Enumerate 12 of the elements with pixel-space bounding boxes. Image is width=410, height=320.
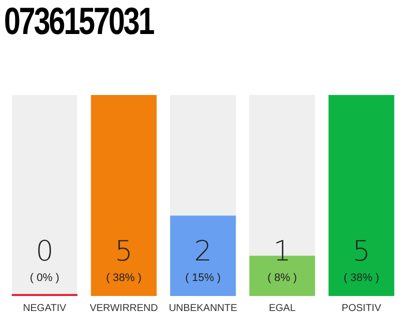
data-label: 0 ( 0% ) — [30, 234, 60, 284]
x-tick-label: UNBEKANNTE — [168, 302, 238, 314]
x-tick-label: VERWIRREND — [90, 302, 158, 314]
data-label: 5 ( 38% ) — [106, 234, 142, 284]
bar — [328, 95, 394, 296]
x-tick-label: NEGATIV — [23, 302, 67, 314]
data-label: 5 ( 38% ) — [344, 234, 380, 284]
x-tick-label: EGAL — [268, 302, 296, 314]
data-label: 2 ( 15% ) — [185, 234, 221, 284]
bar — [90, 95, 157, 296]
x-tick-label: POSITIV — [342, 302, 382, 314]
chart-title: 0736157031 — [4, 0, 154, 44]
